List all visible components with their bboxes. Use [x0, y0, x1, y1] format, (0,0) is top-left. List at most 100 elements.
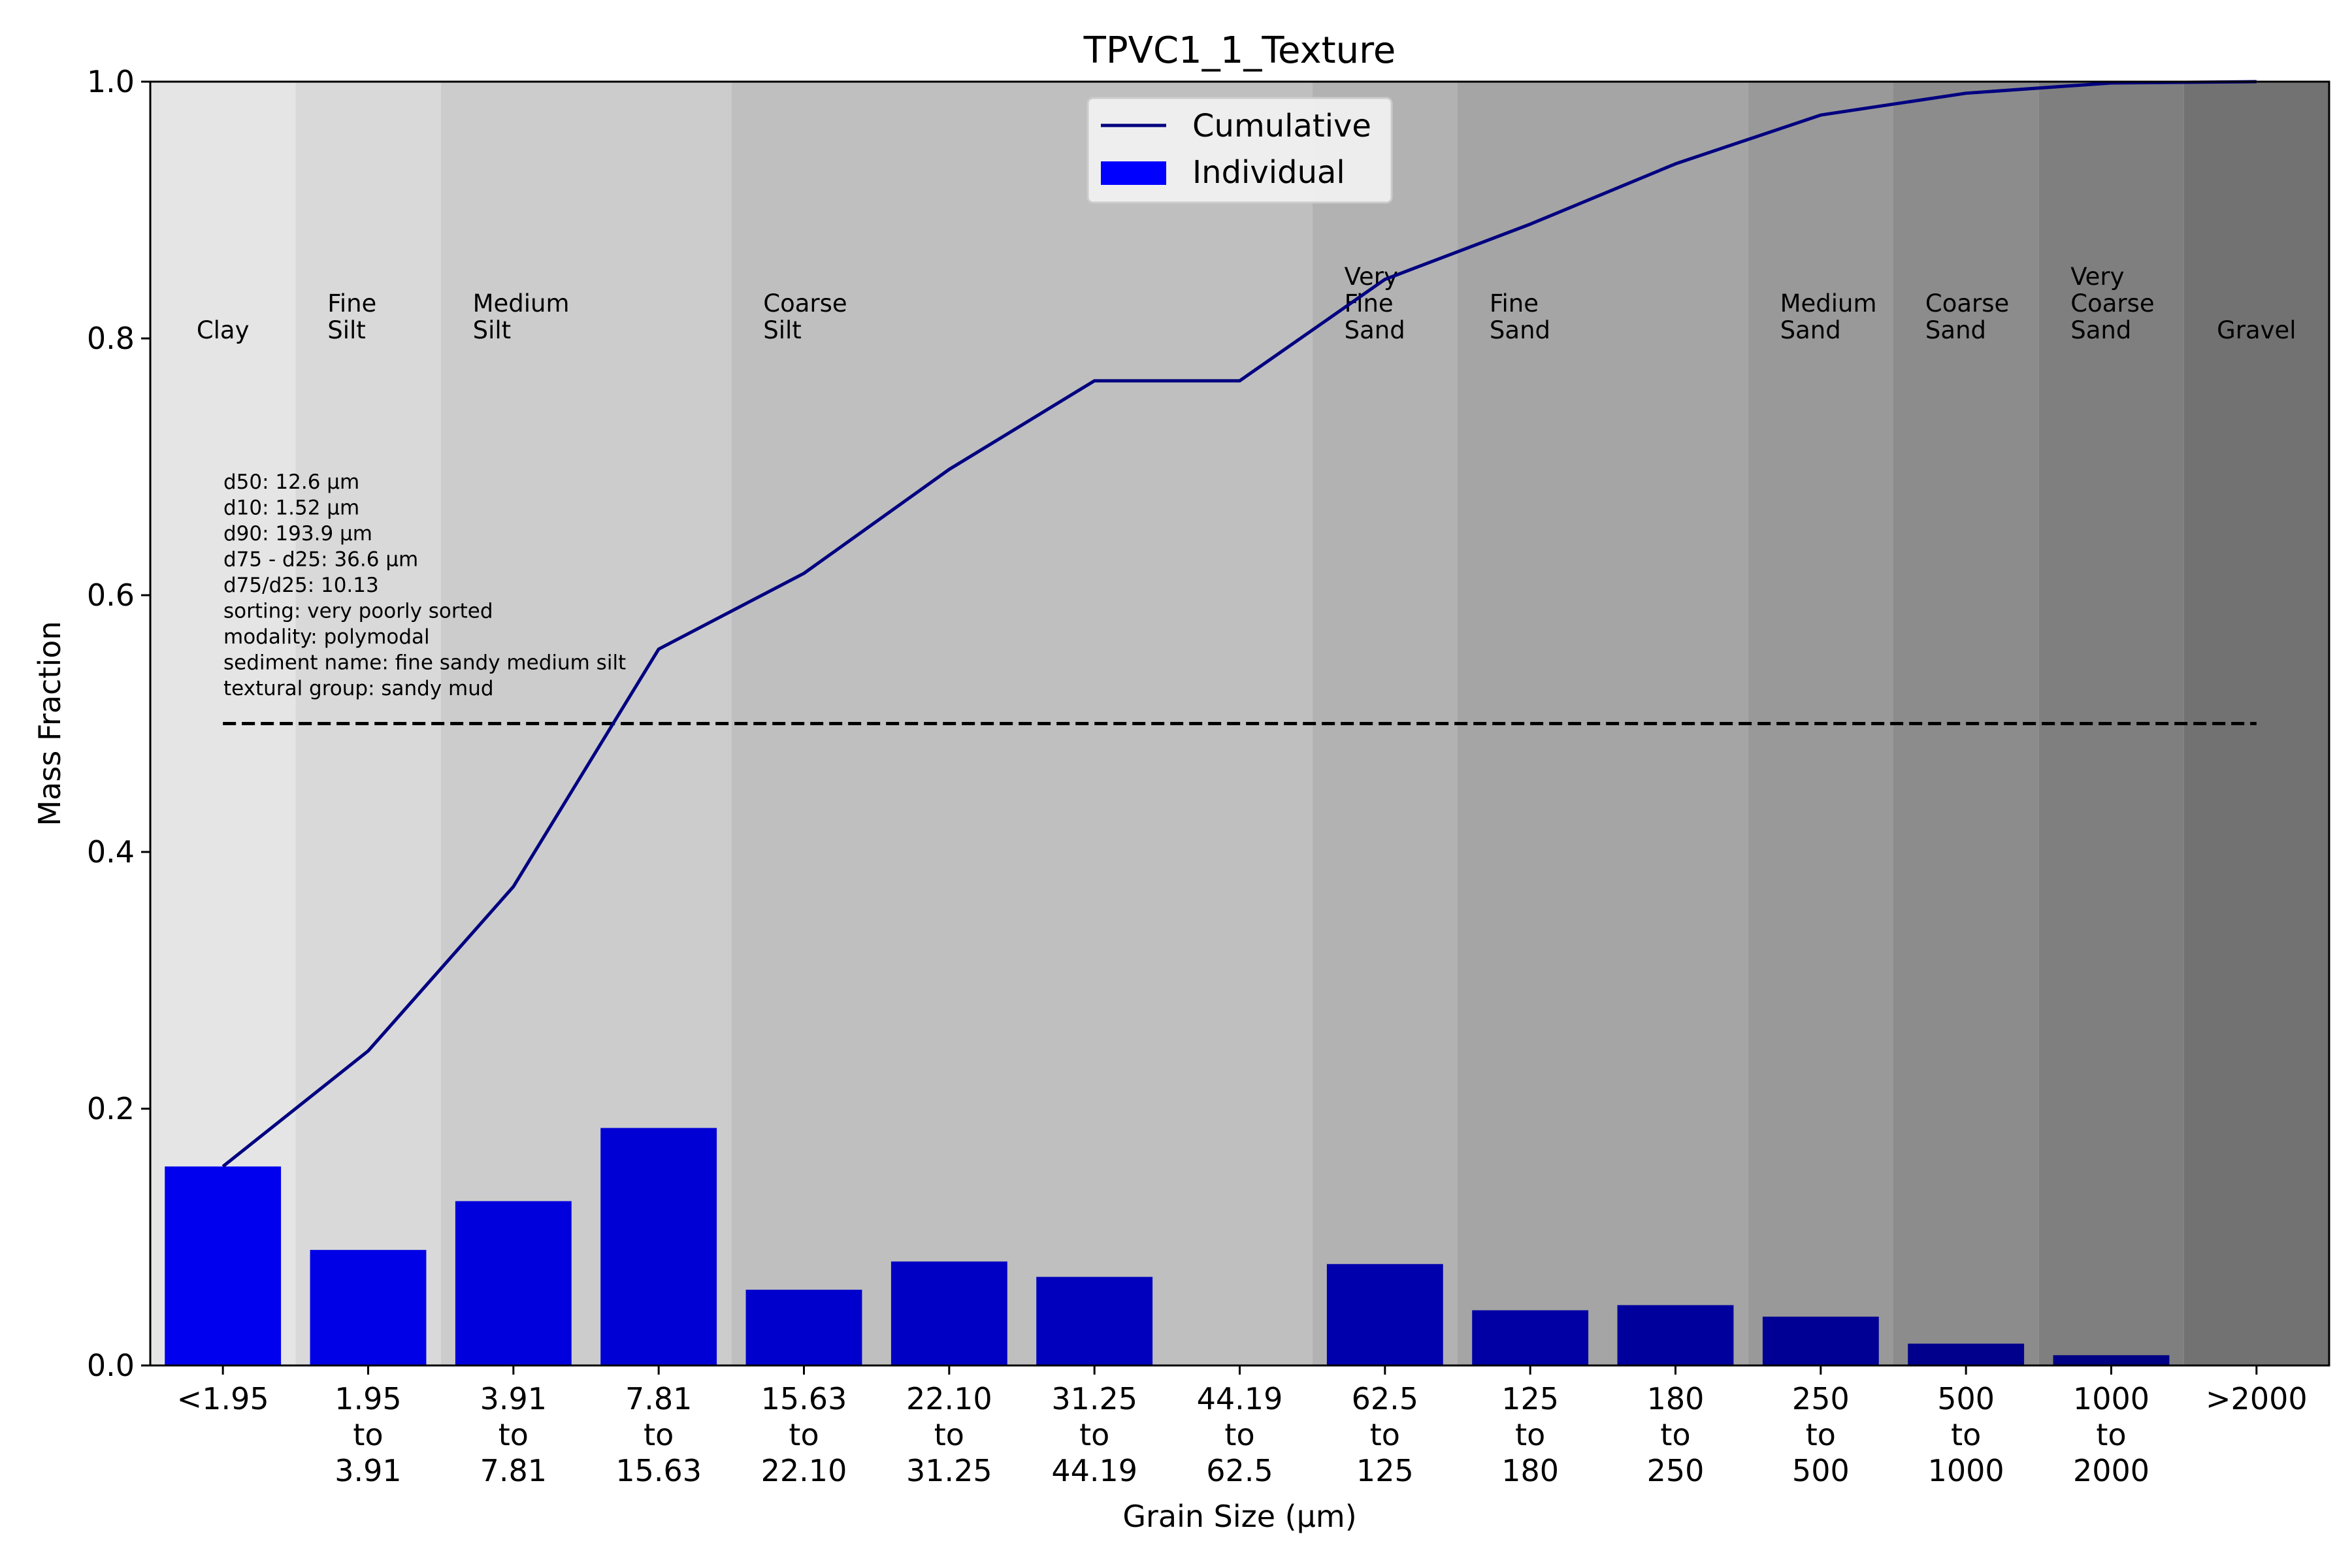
individual-bar: [1617, 1305, 1734, 1365]
grain-class-label: Fine: [1490, 289, 1539, 318]
x-tick-label: 1000: [1928, 1453, 2004, 1488]
x-tick-label: to: [353, 1417, 383, 1452]
x-tick-label: 31.25: [906, 1453, 992, 1488]
individual-bar: [1326, 1264, 1443, 1365]
chart-title: TPVC1_1_Texture: [1083, 29, 1396, 72]
x-tick-label: 31.25: [1051, 1381, 1137, 1416]
grain-class-label: Sand: [1780, 316, 1841, 344]
x-tick-label: 44.19: [1197, 1381, 1283, 1416]
legend-cumulative-label: Cumulative: [1192, 108, 1371, 144]
grain-class-label: Gravel: [2217, 316, 2296, 344]
grain-class-label: Sand: [1490, 316, 1550, 344]
legend-individual-swatch: [1101, 161, 1166, 185]
stats-line: textural group: sandy mud: [223, 677, 494, 700]
x-tick-label: 125: [1356, 1453, 1414, 1488]
x-tick-label: <1.95: [177, 1381, 269, 1416]
x-tick-label: 1000: [2073, 1381, 2149, 1416]
x-tick-label: to: [1224, 1417, 1254, 1452]
y-tick-label: 0.2: [87, 1091, 135, 1126]
x-tick-label: 15.63: [761, 1381, 847, 1416]
x-tick-label: to: [644, 1417, 674, 1452]
stats-line: d10: 1.52 μm: [223, 497, 359, 520]
x-tick-label: 62.5: [1206, 1453, 1273, 1488]
x-tick-label: 500: [1792, 1453, 1850, 1488]
individual-bar: [2053, 1355, 2170, 1365]
stats-line: d75 - d25: 36.6 μm: [223, 548, 418, 572]
y-tick-label: 0.4: [87, 834, 135, 870]
grain-class-label: Sand: [2070, 316, 2131, 344]
grain-class-label: Silt: [327, 316, 366, 344]
x-tick-label: 22.10: [906, 1381, 992, 1416]
x-axis-label: Grain Size (μm): [1122, 1499, 1356, 1534]
x-tick-label: 44.19: [1051, 1453, 1137, 1488]
grain-class-label: Coarse: [2070, 289, 2154, 318]
x-tick-label: to: [1079, 1417, 1109, 1452]
individual-bar: [455, 1201, 572, 1365]
x-tick-label: 7.81: [480, 1453, 547, 1488]
grain-class-labels: ClayFineSiltMediumSiltCoarseSiltVeryFine…: [197, 263, 2296, 344]
individual-bar: [1762, 1316, 1879, 1365]
x-tick-label: 250: [1647, 1453, 1705, 1488]
stats-line: modality: polymodal: [223, 625, 430, 649]
x-tick-label: 1.95: [335, 1381, 401, 1416]
x-tick-label: 500: [1937, 1381, 1995, 1416]
y-axis-label: Mass Fraction: [32, 621, 67, 826]
grain-class-label: Medium: [1780, 289, 1877, 318]
x-tick-label: 180: [1647, 1381, 1705, 1416]
y-tick-label: 0.0: [87, 1348, 135, 1383]
y-tick-label: 0.6: [87, 578, 135, 613]
grain-class-label: Fine: [327, 289, 376, 318]
x-tick-label: to: [1951, 1417, 1981, 1452]
stats-line: sediment name: fine sandy medium silt: [223, 651, 626, 675]
x-tick-label: to: [789, 1417, 819, 1452]
grain-class-band: [2183, 82, 2329, 1365]
x-tick-label: 250: [1792, 1381, 1850, 1416]
grain-class-label: Silt: [473, 316, 512, 344]
x-tick-label: 2000: [2073, 1453, 2149, 1488]
y-axis: 0.0 0.2 0.4 0.6 0.8 1.0: [87, 64, 150, 1383]
x-tick-label: >2000: [2206, 1381, 2308, 1416]
grain-class-label: Sand: [1345, 316, 1405, 344]
x-tick-label: 15.63: [615, 1453, 702, 1488]
individual-bar: [1908, 1343, 2025, 1365]
stats-line: d50: 12.6 μm: [223, 470, 359, 494]
grain-class-label: Very: [2070, 263, 2124, 291]
x-tick-label: to: [1515, 1417, 1545, 1452]
x-tick-label: to: [1806, 1417, 1836, 1452]
individual-bar: [165, 1166, 282, 1365]
stats-line: d75/d25: 10.13: [223, 574, 379, 597]
individual-bar: [600, 1128, 717, 1365]
x-tick-label: 180: [1501, 1453, 1559, 1488]
x-tick-label: to: [1370, 1417, 1400, 1452]
individual-bars: [165, 1128, 2170, 1365]
x-tick-label: to: [498, 1417, 529, 1452]
individual-bar: [1036, 1277, 1153, 1365]
individual-bar: [310, 1250, 427, 1365]
grain-class-label: Clay: [197, 316, 250, 344]
x-tick-label: 125: [1501, 1381, 1559, 1416]
x-tick-label: to: [934, 1417, 964, 1452]
y-tick-label: 1.0: [87, 64, 135, 99]
grain-class-label: Sand: [1925, 316, 1986, 344]
x-tick-label: to: [2096, 1417, 2126, 1452]
individual-bar: [1472, 1310, 1589, 1365]
grain-class-label: Coarse: [1925, 289, 2009, 318]
individual-bar: [890, 1261, 1007, 1365]
grain-class-label: Silt: [763, 316, 802, 344]
grain-class-label: Coarse: [763, 289, 847, 318]
legend: Cumulative Individual: [1086, 97, 1393, 204]
cumulative-line: [221, 80, 2257, 1168]
x-tick-label: 3.91: [480, 1381, 547, 1416]
x-tick-label: 62.5: [1352, 1381, 1418, 1416]
grain-class-label: Medium: [473, 289, 570, 318]
y-tick-label: 0.8: [87, 321, 135, 356]
stats-line: sorting: very poorly sorted: [223, 600, 493, 623]
x-axis: <1.95 1.95to3.913.91to7.817.81to15.6315.6…: [177, 1365, 2308, 1488]
x-tick-label: to: [1660, 1417, 1690, 1452]
stats-line: d90: 193.9 μm: [223, 522, 372, 546]
x-tick-label: 7.81: [625, 1381, 692, 1416]
x-tick-label: 3.91: [335, 1453, 401, 1488]
grain-class-band: [1458, 82, 1748, 1365]
